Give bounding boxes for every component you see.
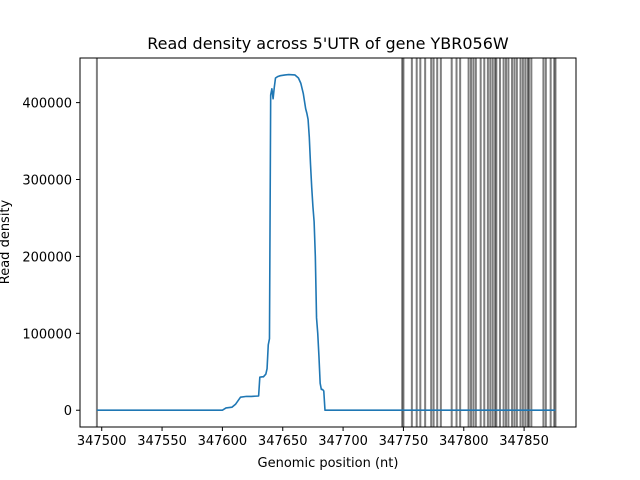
x-tick-label-0: 347500 bbox=[77, 434, 127, 449]
vertical-lines-layer bbox=[95, 58, 557, 427]
x-tick-label-7: 347850 bbox=[499, 434, 549, 449]
x-tick-label-5: 347750 bbox=[379, 434, 429, 449]
y-tick-label-2: 200000 bbox=[22, 250, 72, 265]
series-line-0 bbox=[96, 73, 556, 412]
x-tick-label-2: 347600 bbox=[198, 434, 248, 449]
series-layer bbox=[96, 73, 556, 412]
y-ticks-layer: 0 100000 200000 300000 400000 bbox=[22, 97, 80, 419]
y-axis-label: Read density bbox=[0, 199, 13, 284]
x-axis-label: Genomic position (nt) bbox=[258, 456, 399, 471]
x-tick-label-6: 347800 bbox=[439, 434, 489, 449]
x-tick-label-1: 347550 bbox=[137, 434, 187, 449]
x-tick-label-3: 347650 bbox=[258, 434, 308, 449]
y-tick-label-3: 300000 bbox=[22, 174, 72, 189]
y-tick-label-1: 100000 bbox=[22, 327, 72, 342]
chart-title: Read density across 5'UTR of gene YBR056… bbox=[147, 34, 509, 53]
x-ticks-layer: 347500 347550 347600 347650 347700 347750 3478… bbox=[77, 427, 549, 449]
y-tick-label-0: 0 bbox=[64, 404, 72, 419]
plot-frame bbox=[79, 57, 577, 428]
x-tick-label-4: 347700 bbox=[318, 434, 368, 449]
y-tick-label-4: 400000 bbox=[22, 97, 72, 112]
